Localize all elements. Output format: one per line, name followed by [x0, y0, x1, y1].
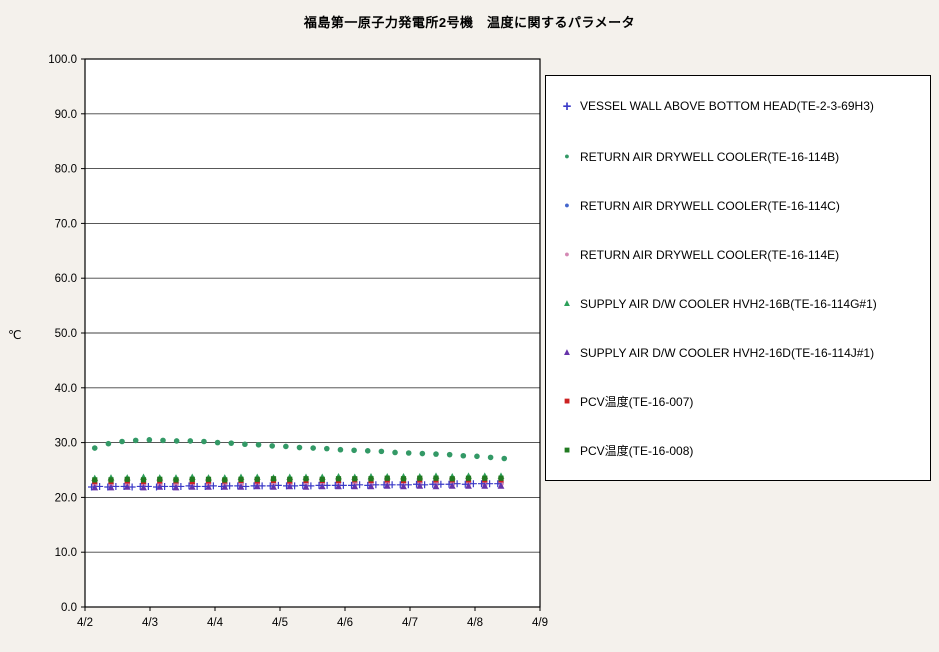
svg-text:4/5: 4/5 — [272, 617, 288, 629]
legend-item: ■ PCV温度(TE-16-007) — [560, 396, 924, 408]
circle-marker-icon: ● — [564, 151, 570, 162]
legend-item: + VESSEL WALL ABOVE BOTTOM HEAD(TE-2-3-6… — [560, 99, 924, 114]
series-label: VESSEL WALL ABOVE BOTTOM HEAD(TE-2-3-69H… — [580, 99, 874, 114]
svg-text:60.0: 60.0 — [55, 273, 77, 285]
svg-text:4/6: 4/6 — [337, 617, 353, 629]
square-marker-icon: ■ — [563, 396, 571, 408]
svg-text:4/7: 4/7 — [402, 617, 418, 629]
chart-title: 福島第一原子力発電所2号機 温度に関するパラメータ — [303, 15, 636, 30]
series-label: SUPPLY AIR D/W COOLER HVH2-16D(TE-16-114… — [580, 346, 875, 361]
legend-item: ▲ SUPPLY AIR D/W COOLER HVH2-16B(TE-16-1… — [560, 298, 924, 310]
legend-item: ● RETURN AIR DRYWELL COOLER(TE-16-114C) — [560, 200, 924, 212]
svg-text:4/8: 4/8 — [467, 617, 483, 629]
series-label: RETURN AIR DRYWELL COOLER(TE-16-114B) — [580, 149, 840, 164]
legend-item: ▲ SUPPLY AIR D/W COOLER HVH2-16D(TE-16-1… — [560, 347, 924, 359]
svg-text:4/3: 4/3 — [142, 617, 158, 629]
svg-text:80.0: 80.0 — [55, 164, 77, 176]
series-label: SUPPLY AIR D/W COOLER HVH2-16B(TE-16-114… — [580, 297, 877, 312]
svg-text:4/2: 4/2 — [77, 617, 93, 629]
series-label: PCV温度(TE-16-008) — [580, 444, 694, 459]
legend-item: ● RETURN AIR DRYWELL COOLER(TE-16-114B) — [560, 151, 924, 163]
circle-marker-icon: ● — [564, 200, 570, 211]
svg-text:30.0: 30.0 — [55, 438, 77, 450]
svg-text:4/4: 4/4 — [207, 617, 224, 629]
series-label: PCV温度(TE-16-007) — [580, 395, 694, 410]
svg-text:100.0: 100.0 — [48, 54, 77, 66]
svg-text:0.0: 0.0 — [61, 602, 77, 614]
legend-item: ● RETURN AIR DRYWELL COOLER(TE-16-114E) — [560, 249, 924, 261]
svg-text:70.0: 70.0 — [55, 218, 77, 230]
svg-text:50.0: 50.0 — [55, 328, 77, 340]
svg-text:90.0: 90.0 — [55, 109, 77, 121]
circle-marker-icon: ● — [564, 249, 570, 260]
plus-marker-icon: + — [562, 97, 572, 115]
square-marker-icon: ■ — [563, 445, 571, 457]
svg-text:40.0: 40.0 — [55, 383, 77, 395]
legend-item: ■ PCV温度(TE-16-008) — [560, 445, 924, 457]
series-label: RETURN AIR DRYWELL COOLER(TE-16-114C) — [580, 198, 840, 213]
triangle-marker-icon: ▲ — [562, 298, 572, 310]
svg-text:20.0: 20.0 — [55, 492, 77, 504]
svg-text:4/9: 4/9 — [532, 617, 548, 629]
y-axis-unit-label: ℃ — [8, 328, 22, 342]
triangle-marker-icon: ▲ — [562, 347, 572, 359]
svg-text:10.0: 10.0 — [55, 547, 77, 559]
series-label: RETURN AIR DRYWELL COOLER(TE-16-114E) — [580, 247, 840, 262]
chart-legend: + VESSEL WALL ABOVE BOTTOM HEAD(TE-2-3-6… — [545, 75, 931, 481]
